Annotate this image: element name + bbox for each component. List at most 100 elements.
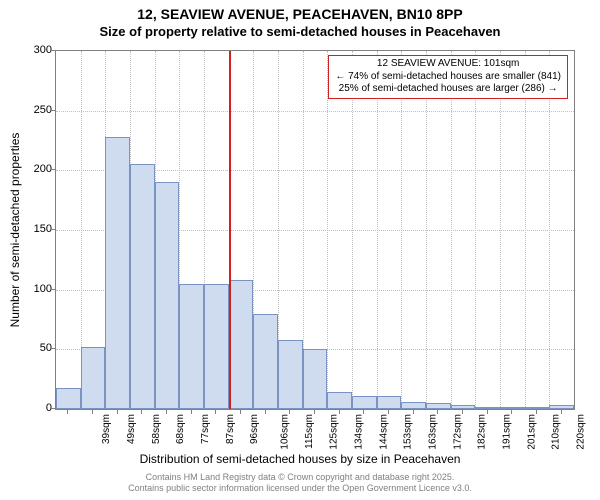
x-tick-label: 106sqm: [280, 414, 291, 450]
histogram-bar: [56, 388, 81, 409]
gridline-v: [525, 51, 526, 409]
x-tick-mark: [437, 410, 438, 414]
annotation-box: 12 SEAVIEW AVENUE: 101sqm ← 74% of semi-…: [328, 55, 568, 99]
x-tick-mark: [240, 410, 241, 414]
x-tick-mark: [339, 410, 340, 414]
y-tick-mark: [51, 408, 55, 409]
histogram-bar: [327, 392, 352, 409]
histogram-bar: [130, 164, 155, 409]
x-tick-mark: [191, 410, 192, 414]
y-tick-mark: [51, 169, 55, 170]
histogram-bar: [475, 407, 500, 409]
y-tick-label: 200: [12, 163, 52, 175]
histogram-bar: [105, 137, 130, 409]
histogram-bar: [549, 405, 574, 409]
x-tick-mark: [166, 410, 167, 414]
histogram-bar: [451, 405, 476, 409]
x-tick-mark: [265, 410, 266, 414]
x-tick-label: 39sqm: [101, 414, 112, 444]
annotation-line-1: 12 SEAVIEW AVENUE: 101sqm: [335, 58, 561, 71]
histogram-bar: [401, 402, 426, 409]
x-tick-label: 144sqm: [378, 414, 389, 450]
histogram-bar: [303, 349, 328, 409]
footer-line-2: Contains public sector information licen…: [0, 483, 600, 494]
y-tick-label: 300: [12, 44, 52, 56]
x-tick-mark: [215, 410, 216, 414]
plot-area: 12 SEAVIEW AVENUE: 101sqm ← 74% of semi-…: [55, 50, 575, 410]
gridline-h: [56, 111, 574, 112]
y-tick-mark: [51, 348, 55, 349]
x-tick-label: 220sqm: [576, 414, 587, 450]
x-tick-label: 125sqm: [329, 414, 340, 450]
title-block: 12, SEAVIEW AVENUE, PEACEHAVEN, BN10 8PP…: [0, 0, 600, 39]
histogram-bar: [426, 403, 451, 409]
chart-title: 12, SEAVIEW AVENUE, PEACEHAVEN, BN10 8PP: [0, 6, 600, 22]
x-tick-label: 115sqm: [304, 414, 315, 449]
gridline-v: [327, 51, 328, 409]
x-tick-mark: [67, 410, 68, 414]
footer-attribution: Contains HM Land Registry data © Crown c…: [0, 472, 600, 494]
histogram-bar: [278, 340, 303, 409]
y-tick-label: 250: [12, 104, 52, 116]
footer-line-1: Contains HM Land Registry data © Crown c…: [0, 472, 600, 483]
y-tick-label: 100: [12, 283, 52, 295]
x-tick-mark: [314, 410, 315, 414]
histogram-bar: [377, 396, 402, 409]
x-tick-label: 58sqm: [151, 414, 162, 444]
x-tick-label: 201sqm: [526, 414, 537, 450]
gridline-v: [377, 51, 378, 409]
x-tick-mark: [92, 410, 93, 414]
gridline-v: [426, 51, 427, 409]
x-axis-title: Distribution of semi-detached houses by …: [0, 452, 600, 466]
histogram-bar: [500, 407, 525, 409]
x-tick-label: 49sqm: [126, 414, 137, 444]
y-tick-label: 0: [12, 402, 52, 414]
y-tick-mark: [51, 289, 55, 290]
x-tick-label: 172sqm: [452, 414, 463, 450]
gridline-v: [475, 51, 476, 409]
histogram-bar: [155, 182, 180, 409]
x-tick-mark: [561, 410, 562, 414]
x-tick-label: 87sqm: [225, 414, 236, 444]
gridline-v: [500, 51, 501, 409]
x-tick-mark: [487, 410, 488, 414]
x-tick-label: 163sqm: [428, 414, 439, 450]
x-tick-label: 68sqm: [175, 414, 186, 444]
x-tick-mark: [536, 410, 537, 414]
annotation-line-3: 25% of semi-detached houses are larger (…: [335, 83, 561, 96]
annotation-line-2: ← 74% of semi-detached houses are smalle…: [335, 71, 561, 84]
marker-line: [229, 51, 231, 409]
x-tick-mark: [388, 410, 389, 414]
x-tick-mark: [289, 410, 290, 414]
y-tick-mark: [51, 110, 55, 111]
histogram-bar: [229, 280, 254, 409]
y-tick-mark: [51, 229, 55, 230]
chart-subtitle: Size of property relative to semi-detach…: [0, 24, 600, 39]
x-tick-label: 77sqm: [200, 414, 211, 444]
histogram-bar: [525, 407, 550, 409]
histogram-bar: [253, 314, 278, 409]
chart-container: 12, SEAVIEW AVENUE, PEACEHAVEN, BN10 8PP…: [0, 0, 600, 500]
x-tick-label: 182sqm: [477, 414, 488, 450]
x-tick-label: 210sqm: [551, 414, 562, 450]
x-tick-label: 153sqm: [403, 414, 414, 450]
gridline-v: [549, 51, 550, 409]
histogram-bar: [352, 396, 377, 409]
histogram-bar: [81, 347, 106, 409]
y-tick-mark: [51, 50, 55, 51]
histogram-bar: [179, 284, 204, 409]
histogram-bar: [204, 284, 229, 409]
x-tick-mark: [511, 410, 512, 414]
x-tick-mark: [117, 410, 118, 414]
gridline-v: [352, 51, 353, 409]
x-tick-label: 191sqm: [502, 414, 513, 450]
x-tick-label: 96sqm: [249, 414, 260, 444]
x-tick-mark: [413, 410, 414, 414]
x-tick-mark: [141, 410, 142, 414]
x-tick-label: 134sqm: [354, 414, 365, 450]
x-tick-mark: [462, 410, 463, 414]
y-tick-label: 50: [12, 342, 52, 354]
gridline-v: [401, 51, 402, 409]
gridline-v: [451, 51, 452, 409]
y-tick-label: 150: [12, 223, 52, 235]
